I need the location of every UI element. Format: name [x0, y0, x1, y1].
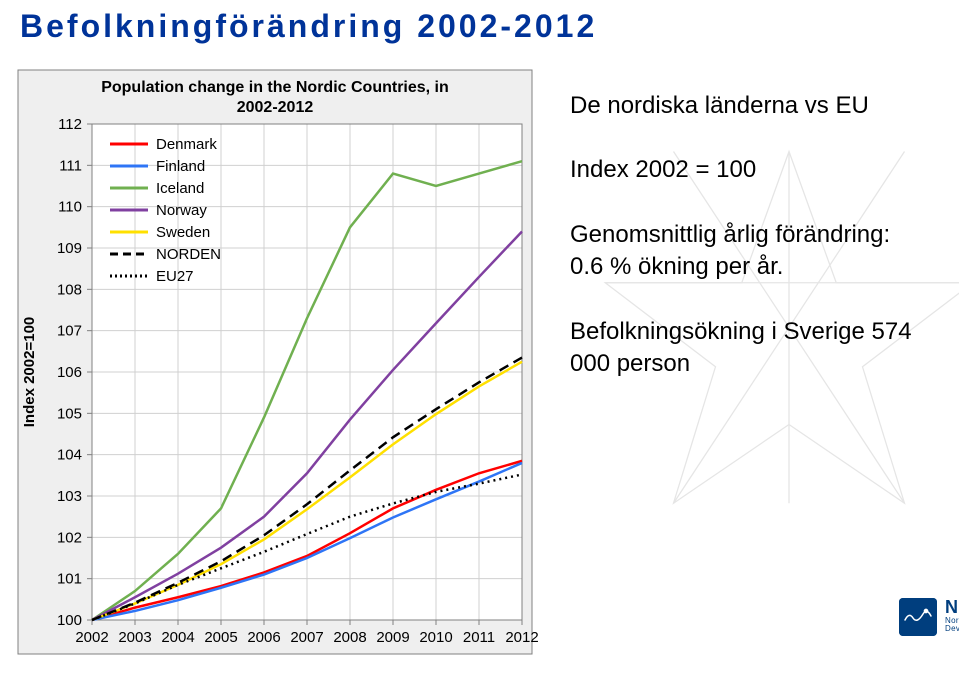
side-line-5: Befolkningsökning i Sverige 574 000 pers…	[570, 316, 940, 381]
x-tick-label: 2012	[505, 629, 538, 646]
population-line-chart: Population change in the Nordic Countrie…	[10, 62, 540, 662]
legend-label-iceland: Iceland	[156, 180, 204, 197]
y-tick-label: 106	[57, 364, 82, 381]
chart-title-line: Population change in the Nordic Countrie…	[101, 79, 449, 96]
legend-label-sweden: Sweden	[156, 224, 210, 241]
page-title: Befolkningförändring 2002-2012	[20, 8, 597, 45]
y-tick-label: 109	[57, 240, 82, 257]
side-line-2: Index 2002 = 100	[570, 154, 940, 186]
y-tick-label: 102	[57, 529, 82, 546]
x-tick-label: 2006	[247, 629, 280, 646]
chart-title-line: 2002-2012	[237, 99, 314, 116]
legend-label-eu27: EU27	[156, 268, 194, 285]
logo-tagline: Nordic Centre for Spatial Development	[945, 617, 959, 634]
chart-container: Population change in the Nordic Countrie…	[10, 62, 540, 662]
logo-square-icon	[899, 598, 937, 636]
x-tick-label: 2011	[463, 629, 495, 646]
y-tick-label: 103	[57, 488, 82, 505]
x-tick-label: 2004	[161, 629, 194, 646]
x-tick-label: 2009	[376, 629, 409, 646]
x-tick-label: 2008	[333, 629, 366, 646]
side-text-panel: De nordiska länderna vs EU Index 2002 = …	[570, 90, 940, 412]
y-tick-label: 112	[58, 116, 82, 133]
logo-name: NORDREGIO	[945, 598, 959, 617]
x-tick-label: 2010	[419, 629, 452, 646]
legend-label-finland: Finland	[156, 158, 205, 175]
side-line-4: 0.6 % ökning per år.	[570, 251, 940, 283]
y-tick-label: 104	[57, 447, 82, 464]
legend-label-norden: NORDEN	[156, 246, 221, 263]
side-line-1: De nordiska länderna vs EU	[570, 90, 940, 122]
y-tick-label: 100	[57, 612, 82, 629]
side-line-3: Genomsnittlig årlig förändring:	[570, 219, 940, 251]
x-tick-label: 2005	[204, 629, 237, 646]
y-tick-label: 110	[58, 199, 82, 216]
y-tick-label: 101	[57, 571, 82, 588]
x-tick-label: 2007	[290, 629, 323, 646]
y-tick-label: 111	[59, 157, 82, 174]
legend-label-denmark: Denmark	[156, 136, 217, 153]
y-tick-label: 108	[57, 281, 82, 298]
y-axis-label: Index 2002=100	[21, 317, 38, 428]
x-tick-label: 2002	[75, 629, 108, 646]
y-tick-label: 105	[57, 405, 82, 422]
y-tick-label: 107	[57, 323, 82, 340]
x-tick-label: 2003	[118, 629, 151, 646]
legend-label-norway: Norway	[156, 202, 207, 219]
